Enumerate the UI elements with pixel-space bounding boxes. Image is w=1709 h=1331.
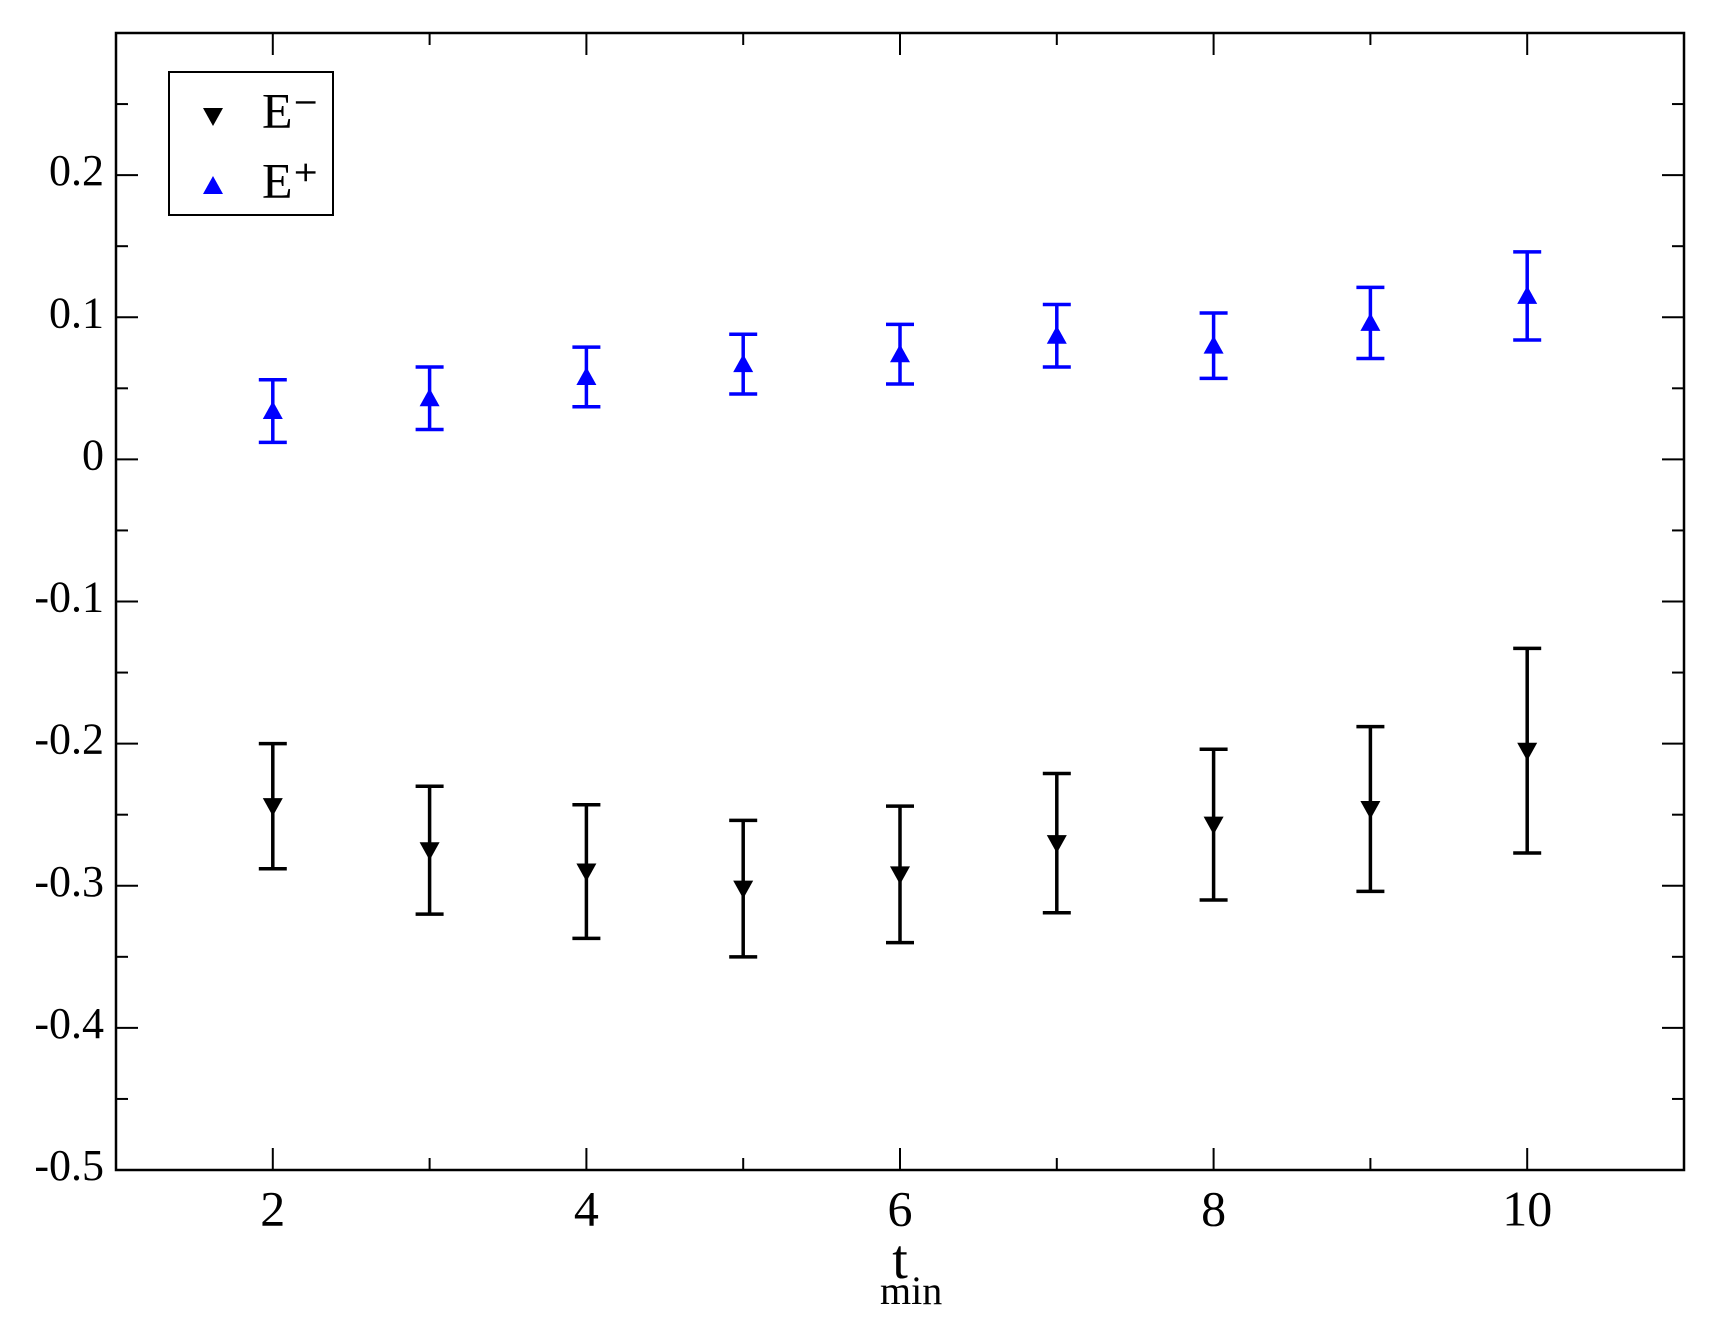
marker (262, 401, 283, 420)
y-tick-label: -0.1 (34, 573, 104, 622)
x-axis-label-subscript: min (880, 1268, 942, 1313)
marker (419, 388, 440, 407)
y-tick-label: 0 (82, 430, 104, 479)
marker (576, 863, 597, 882)
plot-frame (114, 31, 1686, 1172)
y-tick-label: -0.5 (34, 1141, 104, 1190)
x-tick-label: 2 (260, 1180, 285, 1236)
marker (890, 344, 910, 363)
marker (1203, 335, 1224, 354)
y-tick-label: -0.3 (34, 857, 104, 906)
y-tick-label: -0.4 (34, 999, 104, 1048)
x-tick-label: 4 (574, 1180, 599, 1236)
marker (262, 798, 283, 817)
marker (1046, 325, 1067, 344)
legend-marker (203, 108, 223, 126)
legend-box (168, 71, 334, 216)
y-tick-label: 0.1 (49, 288, 104, 337)
marker (733, 354, 754, 373)
marker (890, 866, 910, 885)
marker (1517, 742, 1538, 761)
marker (1360, 801, 1381, 820)
y-tick-label: -0.2 (34, 715, 104, 764)
marker (1203, 816, 1224, 835)
x-axis-label: t (892, 1229, 908, 1291)
legend-marker (203, 176, 223, 194)
x-tick-label: 10 (1502, 1180, 1552, 1236)
marker (733, 880, 754, 899)
y-tick-label: 0.2 (49, 146, 104, 195)
marker (576, 366, 597, 385)
x-tick-label: 8 (1201, 1180, 1226, 1236)
x-tick-label: 6 (888, 1180, 913, 1236)
marker (419, 842, 440, 861)
marker (1517, 285, 1538, 304)
legend-label: E⁺ (262, 152, 319, 208)
legend-label: E⁻ (262, 82, 319, 138)
marker (1360, 312, 1381, 331)
marker (1046, 835, 1067, 854)
